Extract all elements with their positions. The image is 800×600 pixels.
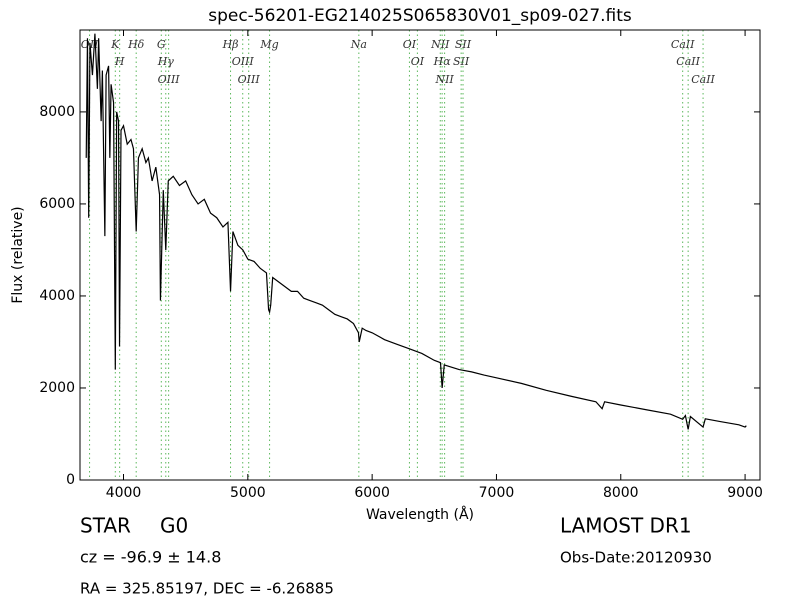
spectral-line-label: OI [411, 55, 425, 68]
spectral-line-label: G [157, 38, 166, 51]
y-tick-label: 0 [66, 472, 75, 488]
coordinates: RA = 325.85197, DEC = -6.26885 [80, 580, 334, 598]
survey: LAMOST DR1 [560, 514, 692, 538]
spectral-line-label: Hδ [127, 38, 145, 51]
y-tick-label: 4000 [39, 288, 75, 304]
object-class: STAR [80, 514, 131, 538]
y-tick-label: 8000 [39, 104, 75, 120]
spectral-line-label: CaII [691, 73, 715, 86]
y-tick-label: 6000 [39, 196, 75, 212]
x-axis-label: Wavelength (Å) [366, 506, 474, 523]
x-tick-label: 8000 [603, 485, 639, 501]
spectral-line-label: K [110, 38, 120, 51]
y-axis-label: Flux (relative) [10, 206, 26, 303]
spectral-line-label: CaII [676, 55, 700, 68]
spectral-line-label: Hβ [222, 38, 239, 51]
spectral-line-label: OIII [158, 73, 181, 86]
spectral-line-label: Hα [433, 55, 452, 68]
spectral-line-label: H [114, 55, 125, 68]
spectrum-line [85, 33, 747, 430]
spectral-line-label: Hγ [157, 55, 175, 68]
subclass: G0 [160, 514, 188, 538]
spectral-line-label: NII [434, 73, 454, 86]
spectral-line-label: OIII [232, 55, 255, 68]
spectral-line-label: Mg [259, 38, 278, 51]
x-tick-label: 5000 [230, 485, 266, 501]
x-tick-label: 9000 [727, 485, 763, 501]
x-tick-label: 4000 [106, 485, 142, 501]
spectral-line-label: SII [455, 38, 472, 51]
spectral-line-label: OIII [238, 73, 261, 86]
chart-title: spec-56201-EG214025S065830V01_sp09-027.f… [208, 6, 632, 26]
spectral-line-label: CaII [671, 38, 695, 51]
plot-frame [79, 29, 761, 481]
y-tick-label: 2000 [39, 380, 75, 396]
x-tick-label: 7000 [479, 485, 515, 501]
spectral-line-label: OI [403, 38, 417, 51]
redshift: cz = -96.9 ± 14.8 [80, 548, 221, 567]
obs-date: Obs-Date:20120930 [560, 549, 712, 567]
spectral-line-label: NII [430, 38, 450, 51]
spectral-line-label: Na [350, 38, 367, 51]
x-tick-label: 6000 [354, 485, 390, 501]
spectral-line-label: SII [453, 55, 470, 68]
